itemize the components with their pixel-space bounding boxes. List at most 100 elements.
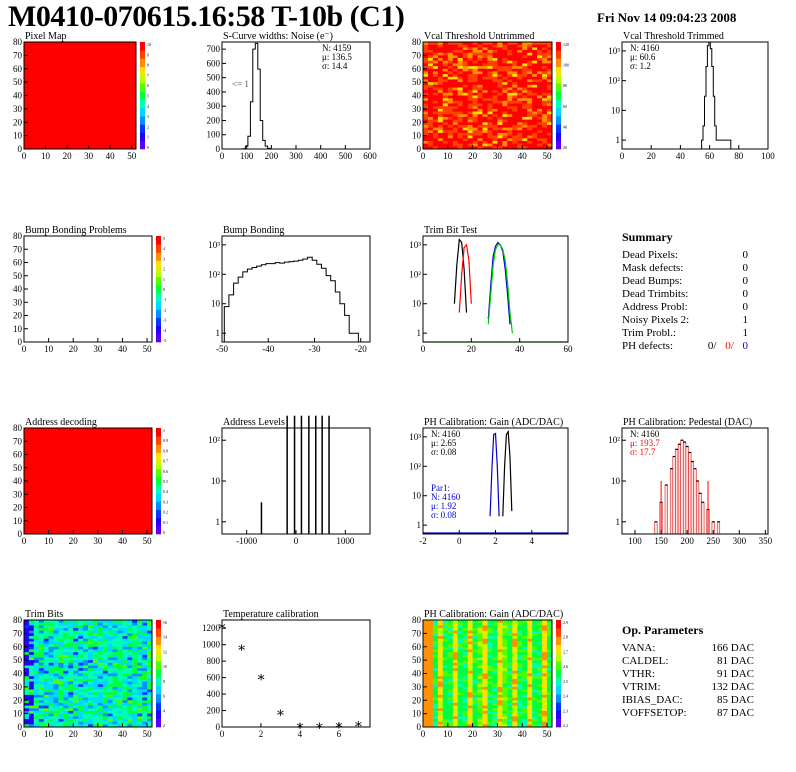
histogram-bar [286,415,288,534]
x-tick-label: 40 [118,536,128,546]
y-tick-label: 300 [207,101,221,111]
histogram-outline [223,256,359,342]
timestamp: Fri Nov 14 09:04:23 2008 [597,10,737,25]
x-tick-label: 40 [118,729,128,739]
y-tick-label: 100 [207,130,221,140]
summary-value: 0 [742,249,749,261]
stats-line: σ: 0.08 [431,447,457,457]
histogram-bar [701,502,705,535]
op-params-label: CALDEL: [622,655,669,667]
series-0-line [453,238,468,313]
x-tick-label: 30 [93,344,103,354]
y-tick-label: 50 [13,463,23,473]
palette-tick-label: 40 [563,124,567,129]
scatter-point: ∗ [354,718,364,733]
palette-tick-label: 0 [163,530,165,535]
y-tick-label: 500 [207,73,221,83]
x-tick-label: 0 [620,151,625,161]
histogram-bar [293,415,296,534]
x-tick-label: 0 [421,344,426,354]
palette-tick-label: 100 [563,63,569,68]
palette-tick-label: 8 [147,63,149,68]
x-tick-label: 60 [705,151,715,161]
op-params-value: 85 DAC [717,694,754,706]
stats-line: μ: 136.5 [322,52,352,62]
x-tick-label: 1000 [336,536,355,546]
x-tick-label: 50 [143,729,153,739]
color-palette: 2.9 2.8 2.7 2.6 2.5 2.4 2.3 2.2 [556,620,568,728]
plot-frame [221,235,371,343]
palette-tick-label: 3 [147,114,149,119]
summary-value: 0 [742,262,749,274]
y-tick-label: 400 [207,87,221,97]
palette-tick-label: 2.9 [563,620,568,625]
x-tick-label: 250 [707,536,721,546]
y-tick-label: 50 [412,77,422,87]
chart-title: PH Calibration: Gain (ADC/DAC) [424,609,563,620]
summary-row-ph: PH defects: 0/ 0/ 0 [622,340,748,353]
x-tick-label: 40 [106,151,116,161]
histogram [260,415,330,534]
y-tick-label: 1 [417,520,422,530]
summary-row: Dead Pixels: 0 [622,249,748,262]
summary-value: 0 [742,288,749,300]
y-tick-label: 40 [13,284,23,294]
op-params-row: CALDEL: 81 DAC [622,655,754,668]
y-tick-label: 10 [13,324,23,334]
histogram-bar [683,441,687,535]
stats-line: σ: 0.08 [431,510,457,520]
series-2-line [487,241,511,325]
y-tick-label: 1 [417,328,422,338]
y-tick-label: 20 [412,117,422,127]
y-tick-label: 40 [412,91,422,101]
op-params-value: 166 DAC [711,642,754,654]
x-tick-label: 40 [518,729,528,739]
palette-tick-label: 0.4 [163,489,168,494]
palette-tick-label: -4 [163,328,166,333]
x-tick-label: 4 [298,729,303,739]
chart-bump-bonding: Bump Bonding -50 -40 -30 -20 1 10 10² 10³ [208,225,371,354]
summary-value: 0 [742,275,749,287]
x-tick-label: 0 [421,151,426,161]
palette-tick-label: 2 [163,267,165,272]
plot-frame [221,427,371,535]
stats-line: N: 4159 [322,43,352,53]
palette-tick-label: 2.6 [563,664,568,669]
summary-row: Mask defects: 0 [622,262,748,275]
y-tick-label: 10³ [409,432,421,442]
palette-tick-label: 16 [163,620,167,625]
y-tick-label: 10² [608,76,620,86]
x-tick-label: 400 [314,151,328,161]
y-tick-label: 60 [13,450,23,460]
summary-value: 1 [742,327,749,339]
y-tick-label: 30 [412,682,422,692]
histogram-bar [308,415,310,534]
palette-tick-label: 8 [163,679,165,684]
y-tick-label: 1 [616,517,621,527]
y-tick-label: 600 [207,673,221,683]
op-params-value: 91 DAC [717,668,754,680]
y-tick-label: 1000 [202,640,221,650]
y-tick-label: 0 [417,144,422,154]
y-tick-label: 70 [412,628,422,638]
x-tick-label: 0 [457,536,462,546]
x-tick-label: 150 [654,536,668,546]
palette-tick-label: 10 [163,664,167,669]
palette-tick-label: 2.4 [563,694,568,699]
y-tick-label: 20 [13,117,23,127]
stats-line: N: 4160 [431,492,461,502]
histogram-bar [672,456,676,535]
page-title: M0410-070615.16:58 T-10b (C1) [8,0,405,33]
palette-tick-label: 6 [163,694,165,699]
x-tick-label: -50 [216,344,228,354]
op-params-title: Op. Parameters [622,623,704,637]
palette-tick-label: 0.7 [163,459,168,464]
y-tick-label: 700 [207,44,221,54]
palette-tick-label: 2.2 [563,723,568,728]
x-tick-label: 50 [143,536,153,546]
x-tick-label: 2 [259,729,264,739]
histogram-bar [321,415,323,534]
y-tick-label: 60 [412,642,422,652]
